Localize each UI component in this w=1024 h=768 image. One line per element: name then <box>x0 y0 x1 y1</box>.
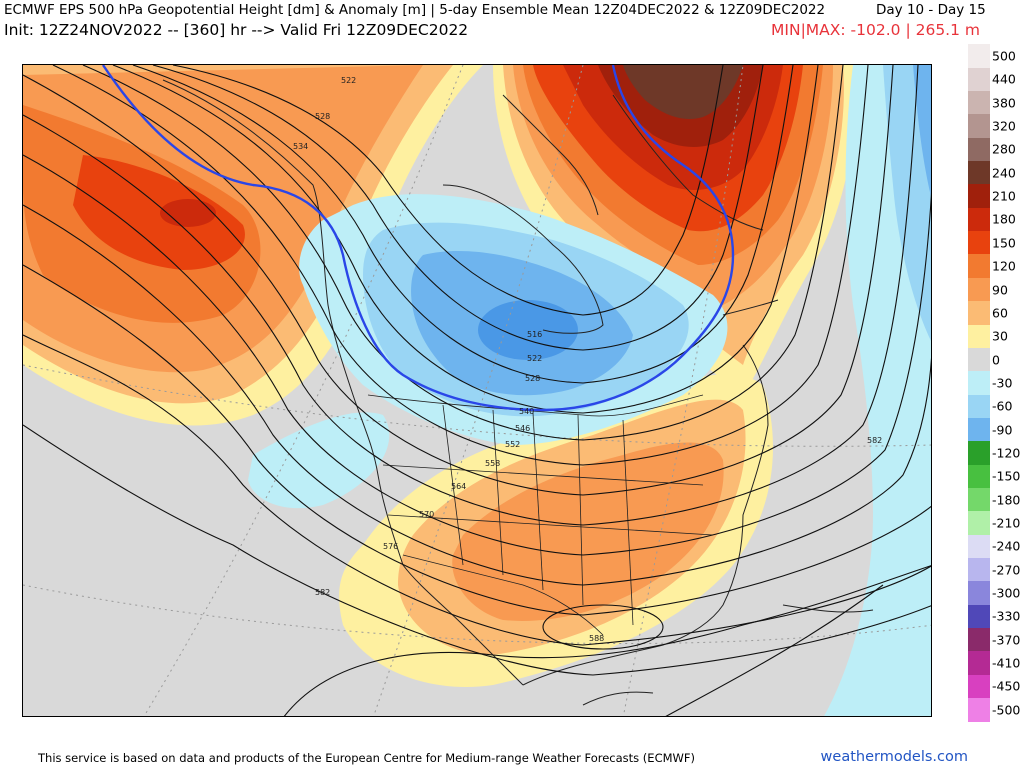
colorbar-swatch <box>968 511 990 536</box>
colorbar-swatch <box>968 137 990 162</box>
contour-label: 564 <box>451 482 466 491</box>
colorbar-swatch <box>968 394 990 419</box>
colorbar-swatch <box>968 674 990 699</box>
colorbar-tick-label: -30 <box>992 375 1013 391</box>
colorbar-swatch <box>968 67 990 92</box>
colorbar-swatch <box>968 207 990 232</box>
colorbar-swatch <box>968 347 990 372</box>
colorbar-tick-label: 150 <box>992 235 1016 251</box>
contour-label: 552 <box>505 440 520 449</box>
colorbar-tick-label: -450 <box>992 678 1021 694</box>
colorbar-swatch <box>968 581 990 606</box>
contour-label: 546 <box>515 424 530 433</box>
coastlines <box>162 79 874 706</box>
colorbar-swatch <box>968 231 990 255</box>
positive-anomaly-fill <box>23 65 856 687</box>
contour-label: 522 <box>527 354 542 363</box>
colorbar-tick-label: 280 <box>992 141 1016 157</box>
site-link[interactable]: weathermodels.com <box>820 749 968 765</box>
colorbar-swatch <box>968 371 990 396</box>
graticule <box>23 65 931 716</box>
colorbar-swatch <box>968 161 990 185</box>
contour-label: 582 <box>867 436 882 445</box>
colorbar-tick-label: -410 <box>992 655 1021 671</box>
init-valid-line: Init: 12Z24NOV2022 -- [360] hr --> Valid… <box>4 21 469 39</box>
colorbar-tick-label: -210 <box>992 515 1021 531</box>
colorbar-swatch <box>968 91 990 115</box>
min-max-readout: MIN|MAX: -102.0 | 265.1 m <box>771 21 980 39</box>
contour-label: 588 <box>589 634 604 643</box>
colorbar-tick-label: 380 <box>992 95 1016 111</box>
colorbar-tick-label: -270 <box>992 562 1021 578</box>
colorbar-tick-label: 60 <box>992 305 1008 321</box>
contour-label: 522 <box>341 76 356 85</box>
colorbar-swatch <box>968 464 990 489</box>
map-title: ECMWF EPS 500 hPa Geopotential Height [d… <box>4 2 986 18</box>
ecmwf-credit: This service is based on data and produc… <box>38 751 695 765</box>
colorbar-tick-label: -120 <box>992 445 1021 461</box>
colorbar-tick-label: 440 <box>992 71 1016 87</box>
colorbar-tick-label: -150 <box>992 468 1021 484</box>
anomaly-colorbar <box>968 44 990 725</box>
colorbar-tick-label: 500 <box>992 48 1016 64</box>
contour-label: 534 <box>293 142 308 151</box>
colorbar-swatch <box>968 417 990 442</box>
colorbar-tick-label: -330 <box>992 608 1021 624</box>
contour-label: 528 <box>525 374 540 383</box>
colorbar-swatch <box>968 277 990 302</box>
colorbar-tick-label: 240 <box>992 165 1016 181</box>
ensemble-mean-540-contour <box>102 65 735 412</box>
contour-label: 576 <box>383 542 398 551</box>
colorbar-tick-label: 210 <box>992 188 1016 204</box>
colorbar-swatch <box>968 651 990 676</box>
colorbar-tick-label: -180 <box>992 492 1021 508</box>
height-contours <box>23 65 931 716</box>
contour-label: 516 <box>527 330 542 339</box>
contour-label: 540 <box>519 407 534 416</box>
colorbar-tick-label: 180 <box>992 211 1016 227</box>
contour-labels: 522 528 534 516 522 528 540 546 552 558 … <box>293 76 882 643</box>
colorbar-swatch <box>968 254 990 279</box>
colorbar-tick-label: 30 <box>992 328 1008 344</box>
title-text: ECMWF EPS 500 hPa Geopotential Height [d… <box>4 2 826 18</box>
colorbar-tick-label: -300 <box>992 585 1021 601</box>
political-borders <box>367 394 714 636</box>
forecast-day-range: Day 10 - Day 15 <box>876 2 986 18</box>
colorbar-swatch <box>968 558 990 582</box>
colorbar-tick-label: 90 <box>992 282 1008 297</box>
colorbar-tick-label: -90 <box>992 422 1013 438</box>
colorbar-swatch <box>968 628 990 652</box>
colorbar-swatch <box>968 44 990 69</box>
colorbar-swatch <box>968 534 990 559</box>
colorbar-swatch <box>968 301 990 326</box>
colorbar-tick-label: -500 <box>992 702 1021 718</box>
colorbar-tick-label: -60 <box>992 398 1013 414</box>
colorbar-swatch <box>968 698 990 722</box>
contour-label: 582 <box>315 588 330 597</box>
colorbar-tick-label: -240 <box>992 538 1021 554</box>
negative-anomaly-fill <box>248 65 931 716</box>
colorbar-swatch <box>968 324 990 349</box>
colorbar-swatch <box>968 184 990 209</box>
contour-label: 570 <box>419 510 434 519</box>
colorbar-swatch <box>968 114 990 139</box>
colorbar-swatch <box>968 441 990 466</box>
colorbar-tick-label: -370 <box>992 632 1021 648</box>
anomaly-map: 522 528 534 516 522 528 540 546 552 558 … <box>22 64 932 717</box>
contour-label: 558 <box>485 459 500 468</box>
colorbar-swatch <box>968 604 990 629</box>
colorbar-tick-label: 0 <box>992 352 1000 368</box>
colorbar-tick-label: 120 <box>992 258 1016 274</box>
colorbar-tick-label: 320 <box>992 118 1016 134</box>
colorbar-swatch <box>968 487 990 512</box>
contour-label: 528 <box>315 112 330 121</box>
